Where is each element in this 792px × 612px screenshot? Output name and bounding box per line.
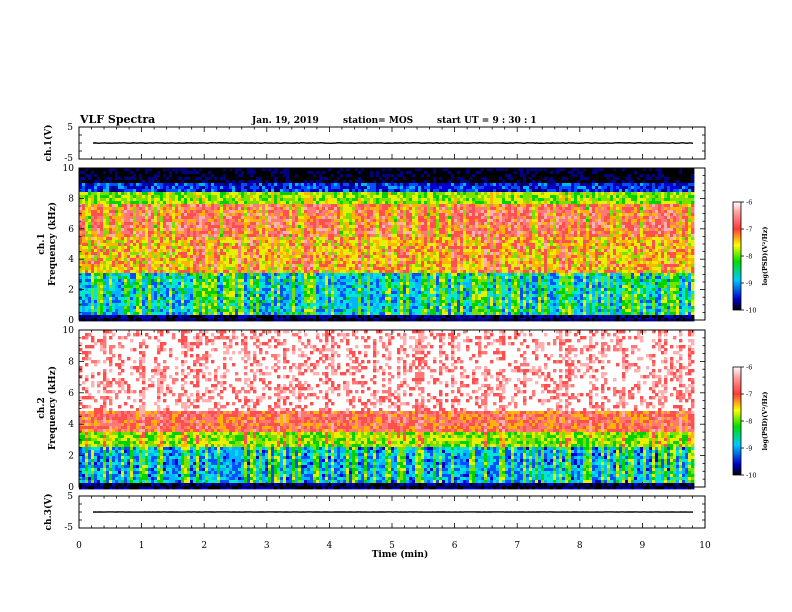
ch2-colorbar-gradient — [732, 366, 742, 476]
ch1-spec-frequency-tick-label: 10 — [63, 164, 75, 174]
ch2-frequency-ylabel: Frequency (kHz) — [47, 366, 58, 450]
time-tick-label: 6 — [452, 541, 458, 551]
time-tick-label: 7 — [514, 541, 520, 551]
ch2-colorbar-tick-label: -8 — [746, 418, 752, 426]
ch2-spec-frequency-tick-label: 2 — [68, 452, 74, 462]
time-tick-label: 4 — [327, 541, 333, 551]
ch1-spec-frequency-tick-label: 6 — [68, 225, 74, 235]
ch1-colorbar-tick-label: -9 — [746, 280, 752, 288]
ch2-spec-frequency-tick-label: 8 — [68, 357, 74, 367]
ch1-waveform-panel: 5 -5 ch.1(V) — [43, 123, 706, 164]
ch2-colorbar: log(PSD)(V²/Hz) -6 -7 -8 -9 -10 — [732, 364, 769, 480]
ch1-channel-ylabel: ch.1 — [37, 233, 47, 254]
ch1-spec-frequency-tick-label: 8 — [68, 194, 74, 204]
ch2-spec-frequency-tick-label: 10 — [63, 326, 75, 336]
ch2-colorbar-tick-label: -6 — [746, 364, 752, 372]
time-tick-label: 5 — [389, 541, 395, 551]
time-tick-label: 10 — [699, 541, 711, 551]
ch2-spec-frequency-tick-label: 4 — [68, 420, 74, 430]
ch1-ytick-top: 5 — [67, 123, 73, 133]
ch3-ytick-bottom: -5 — [64, 523, 73, 533]
ch1-colorbar-tick-label: -7 — [746, 226, 752, 234]
ch2-spec-frequency-tick-label: 0 — [68, 483, 74, 493]
ch2-spectrogram-panel: ch.2 Frequency (kHz) — [37, 329, 706, 490]
ch1-spec-frequency-tick-label: 0 — [68, 316, 74, 326]
ch1-ytick-bottom: -5 — [64, 154, 73, 164]
time-tick-label: 1 — [139, 541, 145, 551]
time-tick-label: 9 — [640, 541, 646, 551]
axis-ticks — [78, 126, 706, 529]
ch2-colorbar-label: log(PSD)(V²/Hz) — [761, 392, 769, 451]
ch2-colorbar-tick-label: -7 — [746, 391, 752, 399]
ch1-colorbar-gradient — [732, 201, 742, 311]
time-tick-label: 8 — [577, 541, 583, 551]
ch3-voltage-ylabel: ch.3(V) — [43, 494, 54, 531]
time-xlabel: Time (min) — [372, 549, 429, 560]
ch1-colorbar-tick-label: -6 — [746, 199, 752, 207]
ch2-colorbar-tick-label: -9 — [746, 445, 752, 453]
ch2-colorbar-tick-label: -10 — [746, 472, 756, 480]
station-label: station= MOS — [343, 116, 413, 126]
time-tick-label: 3 — [264, 541, 270, 551]
ch2-spec-frequency-tick-label: 6 — [68, 389, 74, 399]
ch1-voltage-ylabel: ch.1(V) — [43, 125, 54, 162]
ch1-colorbar-tick-label: -10 — [746, 307, 756, 315]
start-time-label: start UT = 9 : 30 : 1 — [437, 116, 537, 126]
ch1-spec-frequency-tick-label: 4 — [68, 255, 74, 265]
ch1-waveform-trace — [92, 141, 694, 145]
time-tick-label: 2 — [201, 541, 207, 551]
ch1-spec-frequency-tick-label: 2 — [68, 286, 74, 296]
ch1-colorbar: log(PSD)(V²/Hz) -6 -7 -8 -9 -10 — [732, 199, 769, 315]
ch1-frequency-ylabel: Frequency (kHz) — [47, 202, 58, 286]
date-label: Jan. 19, 2019 — [251, 116, 319, 126]
time-tick-label: 0 — [76, 541, 82, 551]
ch2-channel-ylabel: ch.2 — [37, 397, 47, 418]
ch3-waveform-panel: 5 -5 ch.3(V) — [43, 492, 706, 533]
ch1-spectrogram-panel: ch.1 Frequency (kHz) — [37, 167, 706, 322]
ch3-ytick-top: 5 — [67, 492, 73, 502]
figure-title: VLF Spectra — [79, 113, 155, 126]
ch2-spectrogram-image — [79, 330, 695, 490]
ch1-colorbar-label: log(PSD)(V²/Hz) — [761, 227, 769, 286]
ch1-colorbar-tick-label: -8 — [746, 253, 752, 261]
ch1-spectrogram-image — [79, 168, 695, 322]
